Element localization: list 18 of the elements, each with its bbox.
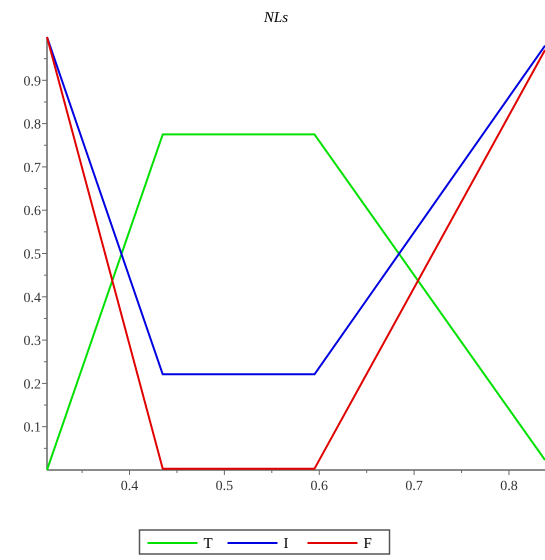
y-tick-label: 0.7 xyxy=(24,160,41,176)
x-tick-label: 0.8 xyxy=(500,479,518,494)
chart-title: NLs xyxy=(262,10,288,26)
x-tick-label: 0.7 xyxy=(405,479,423,494)
y-tick-label: 0.9 xyxy=(24,74,41,90)
x-tick-label: 0.5 xyxy=(216,479,234,494)
x-tick-label: 0.6 xyxy=(310,479,328,494)
y-tick-label: 0.6 xyxy=(24,204,41,220)
legend-label: I xyxy=(284,536,288,552)
y-tick-label: 0.4 xyxy=(24,290,41,306)
y-tick-label: 0.2 xyxy=(24,377,41,392)
x-tick-label: 0.4 xyxy=(120,479,138,494)
y-tick-label: 0.1 xyxy=(24,420,41,436)
legend-label: F xyxy=(364,536,372,552)
y-tick-label: 0.8 xyxy=(24,118,41,133)
legend-label: T xyxy=(204,536,213,552)
y-tick-label: 0.5 xyxy=(24,248,41,262)
y-tick-label: 0.3 xyxy=(24,334,41,350)
